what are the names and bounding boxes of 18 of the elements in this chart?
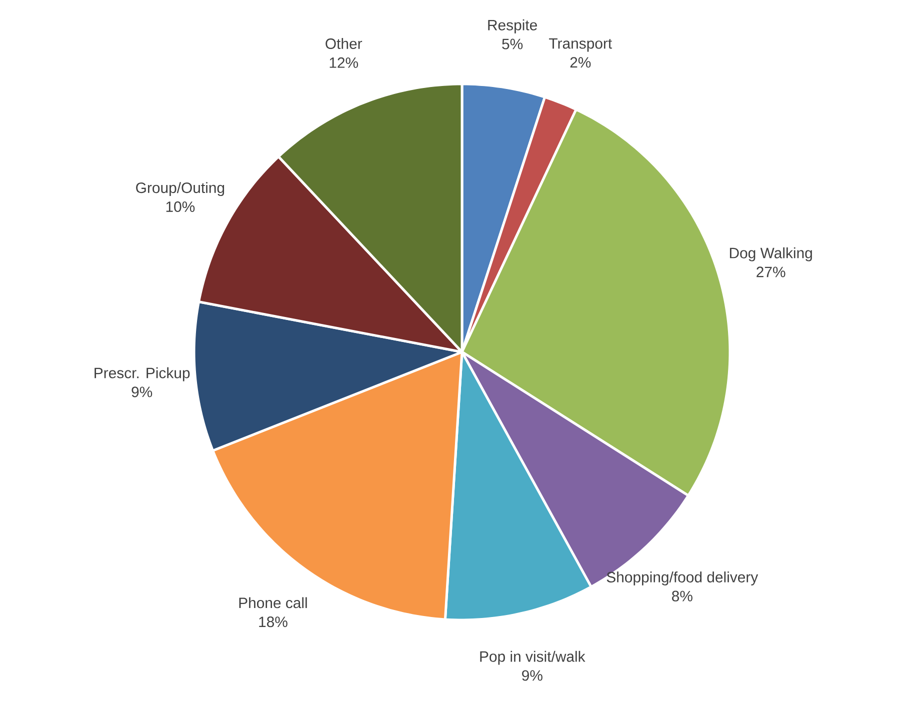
slice-label: Prescr. Pickup xyxy=(94,367,190,382)
slice-label: Other xyxy=(326,38,362,50)
slice-label: Shopping/food delivery xyxy=(606,571,758,586)
data-label: 2% xyxy=(570,57,591,68)
slice-label: Pop in visit/walk xyxy=(480,650,586,665)
data-label: 18% xyxy=(259,616,288,628)
data-label: 9% xyxy=(132,386,152,398)
slice-label: Respite xyxy=(488,19,537,34)
data-label: 10% xyxy=(166,201,195,212)
data-label: 27% xyxy=(756,266,786,278)
data-label: 9% xyxy=(522,670,542,681)
slice-label: Transport xyxy=(549,38,612,52)
data-label: 5% xyxy=(502,38,523,50)
data-label: 8% xyxy=(672,590,692,602)
data-label: 12% xyxy=(330,57,358,68)
slice-label: Dog Walking xyxy=(730,247,812,262)
slice-label: Group/Outing xyxy=(136,182,224,196)
slice-label: Phone call xyxy=(239,597,307,608)
